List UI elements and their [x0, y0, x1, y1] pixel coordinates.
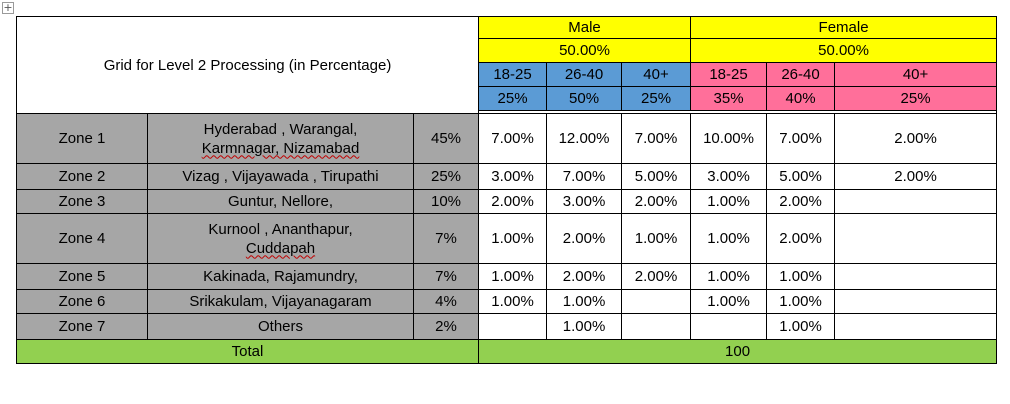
value-cell	[834, 213, 998, 264]
female-age-group: 18-25	[690, 62, 768, 87]
value-cell	[834, 313, 998, 340]
male-age-pct: 50%	[546, 86, 623, 111]
value-cell	[834, 263, 998, 290]
zone-cities: Srikakulam, Vijayanagaram	[147, 289, 414, 314]
female-age-pct: 40%	[766, 86, 836, 111]
value-cell: 5.00%	[621, 163, 692, 190]
table-row: Zone 5 Kakinada, Rajamundry, 7% 1.00% 2.…	[16, 263, 998, 290]
table-row: Zone 3 Guntur, Nellore, 10% 2.00% 3.00% …	[16, 189, 998, 214]
male-age-group: 18-25	[478, 62, 548, 87]
value-cell: 1.00%	[766, 263, 836, 290]
zone-share: 45%	[412, 113, 480, 164]
zone-share: 2%	[412, 313, 480, 340]
female-age-pct: 25%	[834, 86, 998, 111]
value-cell	[621, 313, 692, 340]
value-cell: 1.00%	[621, 213, 692, 264]
value-cell: 1.00%	[766, 289, 836, 314]
male-share: 50.00%	[478, 38, 692, 63]
zone-label: Zone 7	[16, 313, 148, 340]
value-cell	[478, 313, 548, 340]
zone-share: 25%	[412, 163, 480, 190]
value-cell: 2.00%	[834, 113, 998, 164]
value-cell: 7.00%	[546, 163, 623, 190]
value-cell: 1.00%	[546, 289, 623, 314]
zone-cities: Hyderabad , Warangal, Karmnagar, Nizamaba…	[147, 113, 414, 164]
female-age-pct: 35%	[690, 86, 768, 111]
value-cell: 1.00%	[478, 289, 548, 314]
value-cell: 1.00%	[478, 213, 548, 264]
value-cell: 7.00%	[766, 113, 836, 164]
value-cell	[834, 189, 998, 214]
female-age-group: 26-40	[766, 62, 836, 87]
value-cell: 2.00%	[621, 263, 692, 290]
value-cell: 3.00%	[690, 163, 768, 190]
male-age-group: 40+	[621, 62, 692, 87]
zone-cities: Kurnool , Ananthapur, Cuddapah	[147, 213, 414, 264]
value-cell: 2.00%	[766, 189, 836, 214]
value-cell: 1.00%	[478, 263, 548, 290]
table-row: Zone 6 Srikakulam, Vijayanagaram 4% 1.00…	[16, 289, 998, 314]
zone-share: 4%	[412, 289, 480, 314]
value-cell: 2.00%	[478, 189, 548, 214]
zone-label: Zone 4	[16, 213, 148, 264]
zone-share: 10%	[412, 189, 480, 214]
total-row: Total 100	[15, 339, 998, 364]
zone-label: Zone 1	[16, 113, 148, 164]
table-row: Zone 7 Others 2% 1.00% 1.00%	[16, 313, 998, 340]
value-cell: 1.00%	[546, 313, 623, 340]
zone-label: Zone 5	[16, 263, 148, 290]
value-cell: 1.00%	[690, 213, 768, 264]
table-row: Zone 1 Hyderabad , Warangal, Karmnagar, N…	[16, 113, 998, 164]
value-cell: 1.00%	[690, 189, 768, 214]
value-cell: 2.00%	[546, 213, 623, 264]
male-header: Male	[478, 16, 692, 39]
value-cell: 2.00%	[834, 163, 998, 190]
level2-processing-grid: Grid for Level 2 Processing (in Percenta…	[15, 16, 998, 364]
value-cell: 3.00%	[478, 163, 548, 190]
value-cell: 12.00%	[546, 113, 623, 164]
female-header: Female	[690, 16, 998, 39]
value-cell	[621, 289, 692, 314]
zone-cities: Guntur, Nellore,	[147, 189, 414, 214]
value-cell: 7.00%	[621, 113, 692, 164]
zone-cities: Vizag , Vijayawada , Tirupathi	[147, 163, 414, 190]
total-value: 100	[478, 339, 998, 364]
male-age-group: 26-40	[546, 62, 623, 87]
total-label: Total	[15, 339, 480, 364]
value-cell: 1.00%	[766, 313, 836, 340]
female-age-group: 40+	[834, 62, 998, 87]
value-cell: 2.00%	[766, 213, 836, 264]
value-cell: 5.00%	[766, 163, 836, 190]
male-age-pct: 25%	[621, 86, 692, 111]
table-row: Zone 4 Kurnool , Ananthapur, Cuddapah 7% …	[16, 213, 998, 264]
value-cell: 1.00%	[690, 289, 768, 314]
value-cell: 1.00%	[690, 263, 768, 290]
value-cell: 2.00%	[546, 263, 623, 290]
zone-cities: Kakinada, Rajamundry,	[147, 263, 414, 290]
zone-share: 7%	[412, 263, 480, 290]
table-row: Zone 2 Vizag , Vijayawada , Tirupathi 25…	[16, 163, 998, 190]
male-age-pct: 25%	[478, 86, 548, 111]
value-cell: 10.00%	[690, 113, 768, 164]
value-cell	[834, 289, 998, 314]
female-share: 50.00%	[690, 38, 998, 63]
table-move-handle-icon[interactable]: +	[2, 1, 14, 14]
value-cell: 7.00%	[478, 113, 548, 164]
zone-label: Zone 2	[16, 163, 148, 190]
grid-title: Grid for Level 2 Processing (in Percenta…	[15, 16, 480, 114]
value-cell: 2.00%	[621, 189, 692, 214]
zone-cities: Others	[147, 313, 414, 340]
zone-share: 7%	[412, 213, 480, 264]
value-cell: 3.00%	[546, 189, 623, 214]
zone-label: Zone 3	[16, 189, 148, 214]
zone-label: Zone 6	[16, 289, 148, 314]
value-cell	[690, 313, 768, 340]
